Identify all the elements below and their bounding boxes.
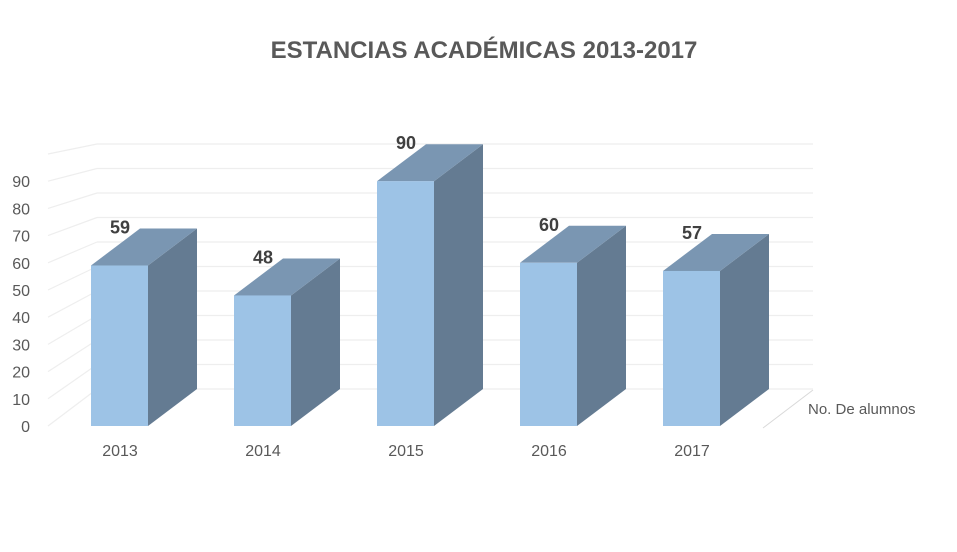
data-label: 60 — [539, 215, 559, 235]
bar-front — [377, 181, 434, 426]
bar-2014: 48 — [234, 247, 340, 426]
y-tick-label: 80 — [12, 201, 30, 218]
y-tick-label: 50 — [12, 283, 30, 300]
data-label: 90 — [396, 133, 416, 153]
x-tick-label: 2017 — [674, 443, 710, 460]
bar-2017: 57 — [663, 223, 769, 426]
x-axis-ticks: 2013 2014 2015 2016 2017 — [102, 443, 710, 460]
bar-top — [663, 233, 769, 271]
gridline-side — [47, 192, 98, 209]
x-tick-label: 2013 — [102, 443, 138, 460]
bar-2016: 60 — [520, 215, 626, 426]
floor-edge — [762, 389, 814, 429]
gridline-side — [47, 339, 98, 373]
y-tick-label: 40 — [12, 310, 30, 327]
series-label: No. De alumnos — [808, 401, 916, 418]
chart-title: ESTANCIAS ACADÉMICAS 2013-2017 — [271, 36, 698, 64]
bar-side — [720, 233, 769, 426]
gridline-side — [47, 314, 98, 345]
gridline-side — [47, 364, 98, 400]
bar-top — [520, 225, 626, 263]
gridline-side — [47, 241, 98, 264]
y-tick-label: 90 — [12, 174, 30, 191]
bar-side — [577, 225, 626, 426]
bar-side — [291, 258, 340, 426]
y-tick-label: 10 — [12, 392, 30, 409]
bars: 59 48 90 60 57 — [91, 133, 769, 426]
gridline-side — [47, 388, 98, 427]
data-label: 57 — [682, 223, 702, 243]
bar-front — [520, 262, 577, 426]
gridline-side — [47, 216, 98, 237]
bar-2013: 59 — [91, 218, 197, 426]
gridline-side — [47, 290, 98, 318]
bar-2015: 90 — [377, 133, 483, 426]
bar-top — [377, 144, 483, 182]
bar-top — [234, 258, 340, 296]
y-tick-label: 20 — [12, 365, 30, 382]
bar-front — [234, 295, 291, 426]
bar-front — [663, 270, 720, 426]
bar-side — [434, 144, 483, 426]
gridline-side — [47, 143, 98, 155]
bar-side — [148, 228, 197, 426]
x-tick-label: 2016 — [531, 443, 567, 460]
gridline-side — [47, 167, 98, 182]
y-tick-label: 0 — [21, 419, 30, 436]
data-label: 48 — [253, 247, 273, 267]
bar-top — [91, 228, 197, 266]
y-axis-ticks: 0 10 20 30 40 50 60 70 80 90 — [12, 174, 30, 436]
gridline-side — [47, 265, 98, 291]
bar-front — [91, 265, 148, 426]
y-tick-label: 70 — [12, 229, 30, 246]
data-label: 59 — [110, 218, 130, 238]
x-tick-label: 2015 — [388, 443, 424, 460]
x-tick-label: 2014 — [245, 443, 281, 460]
y-tick-label: 30 — [12, 337, 30, 354]
y-tick-label: 60 — [12, 256, 30, 273]
